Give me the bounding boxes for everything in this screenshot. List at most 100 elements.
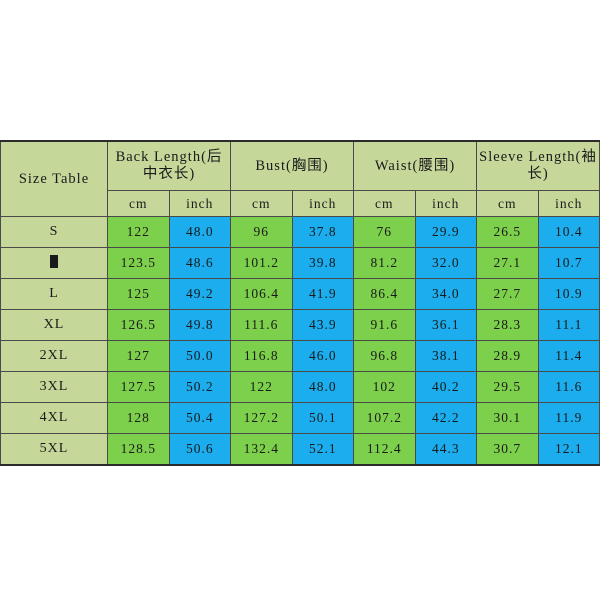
size-label-cell: 3XL bbox=[0, 371, 108, 403]
cell-back-length-cm: 126.5 bbox=[107, 309, 170, 341]
header-row-groups: Size Table Back Length(后中衣长) Bust(胸围) Wa… bbox=[0, 140, 600, 217]
unit-header-waist-cm: cm bbox=[353, 190, 416, 217]
size-label-cell: 5XL bbox=[0, 433, 108, 465]
cell-waist-inch: 32.0 bbox=[414, 247, 478, 279]
cell-sleeve-inch: 10.7 bbox=[537, 247, 600, 279]
cell-bust-inch: 50.1 bbox=[291, 402, 354, 434]
cell-bust-inch: 37.8 bbox=[291, 216, 354, 248]
cell-back-length-inch: 50.4 bbox=[168, 402, 231, 434]
cell-waist-inch: 34.0 bbox=[414, 278, 478, 310]
cell-bust-inch: 39.8 bbox=[291, 247, 354, 279]
cell-waist-cm: 112.4 bbox=[353, 433, 416, 465]
size-label-cell bbox=[0, 247, 108, 279]
cell-bust-inch: 43.9 bbox=[291, 309, 354, 341]
table-row: 2XL 127 50.0 116.8 46.0 96.8 38.1 28.9 11.4 bbox=[0, 340, 600, 372]
table-row: 4XL 128 50.4 127.2 50.1 107.2 42.2 30.1 11.9 bbox=[0, 402, 600, 434]
cell-bust-cm: 106.4 bbox=[230, 278, 293, 310]
cell-back-length-cm: 128.5 bbox=[107, 433, 170, 465]
cell-waist-inch: 40.2 bbox=[414, 371, 478, 403]
cell-waist-cm: 91.6 bbox=[353, 309, 416, 341]
cell-waist-inch: 44.3 bbox=[414, 433, 478, 465]
unit-header-sleeve-inch: inch bbox=[537, 190, 600, 217]
size-label-cell: XL bbox=[0, 309, 108, 341]
unit-header-back-length-inch: inch bbox=[168, 190, 231, 217]
cell-waist-cm: 86.4 bbox=[353, 278, 416, 310]
cell-sleeve-inch: 11.4 bbox=[537, 340, 600, 372]
column-group-back-length: Back Length(后中衣长) bbox=[107, 140, 231, 191]
cell-bust-cm: 101.2 bbox=[230, 247, 293, 279]
cell-bust-cm: 111.6 bbox=[230, 309, 293, 341]
cell-bust-inch: 46.0 bbox=[291, 340, 354, 372]
column-group-sleeve-length: Sleeve Length(袖长) bbox=[476, 140, 600, 191]
cell-back-length-cm: 123.5 bbox=[107, 247, 170, 279]
header-row-units: cm inch cm inch cm inch cm inch bbox=[1, 190, 600, 217]
cell-sleeve-cm: 28.9 bbox=[476, 340, 539, 372]
table-row: 3XL 127.5 50.2 122 48.0 102 40.2 29.5 11.6 bbox=[0, 371, 600, 403]
cell-waist-cm: 107.2 bbox=[353, 402, 416, 434]
cell-sleeve-inch: 12.1 bbox=[537, 433, 600, 465]
cell-waist-cm: 102 bbox=[353, 371, 416, 403]
cell-sleeve-inch: 10.9 bbox=[537, 278, 600, 310]
cell-back-length-inch: 50.6 bbox=[168, 433, 231, 465]
size-table-header: Size Table bbox=[0, 140, 108, 217]
cell-waist-cm: 96.8 bbox=[353, 340, 416, 372]
cell-sleeve-cm: 27.1 bbox=[476, 247, 539, 279]
table-header: Size Table Back Length(后中衣长) Bust(胸围) Wa… bbox=[0, 140, 600, 217]
unit-header-waist-inch: inch bbox=[414, 190, 478, 217]
size-label-cell: L bbox=[0, 278, 108, 310]
cell-sleeve-cm: 29.5 bbox=[476, 371, 539, 403]
table-row: 5XL 128.5 50.6 132.4 52.1 112.4 44.3 30.7 12.1 bbox=[0, 433, 600, 465]
cell-back-length-inch: 48.6 bbox=[168, 247, 231, 279]
cell-waist-inch: 29.9 bbox=[414, 216, 478, 248]
cell-back-length-cm: 128 bbox=[107, 402, 170, 434]
cell-back-length-inch: 48.0 bbox=[168, 216, 231, 248]
unit-header-back-length-cm: cm bbox=[107, 190, 170, 217]
cell-bust-cm: 132.4 bbox=[230, 433, 293, 465]
size-table: Size Table Back Length(后中衣长) Bust(胸围) Wa… bbox=[0, 140, 600, 466]
cell-waist-cm: 76 bbox=[353, 216, 416, 248]
unit-header-sleeve-cm: cm bbox=[476, 190, 539, 217]
table-row: S 122 48.0 96 37.8 76 29.9 26.5 10.4 bbox=[0, 216, 600, 248]
cell-waist-inch: 36.1 bbox=[414, 309, 478, 341]
cell-back-length-cm: 127.5 bbox=[107, 371, 170, 403]
cell-bust-cm: 116.8 bbox=[230, 340, 293, 372]
cell-sleeve-inch: 10.4 bbox=[537, 216, 600, 248]
cell-waist-cm: 81.2 bbox=[353, 247, 416, 279]
table-row: XL 126.5 49.8 111.6 43.9 91.6 36.1 28.3 11.1 bbox=[0, 309, 600, 341]
cell-sleeve-cm: 30.7 bbox=[476, 433, 539, 465]
size-label-cell: 4XL bbox=[0, 402, 108, 434]
cell-bust-inch: 41.9 bbox=[291, 278, 354, 310]
table-row: 123.5 48.6 101.2 39.8 81.2 32.0 27.1 10.7 bbox=[0, 247, 600, 279]
cell-bust-cm: 127.2 bbox=[230, 402, 293, 434]
cell-back-length-cm: 127 bbox=[107, 340, 170, 372]
cell-bust-cm: 96 bbox=[230, 216, 293, 248]
column-group-waist: Waist(腰围) bbox=[352, 140, 478, 191]
cell-back-length-inch: 49.2 bbox=[168, 278, 231, 310]
cell-back-length-inch: 50.0 bbox=[168, 340, 231, 372]
size-label-cell: 2XL bbox=[0, 340, 108, 372]
cell-sleeve-cm: 28.3 bbox=[476, 309, 539, 341]
cell-bust-cm: 122 bbox=[230, 371, 293, 403]
table-row: L 125 49.2 106.4 41.9 86.4 34.0 27.7 10.9 bbox=[0, 278, 600, 310]
cell-back-length-inch: 49.8 bbox=[168, 309, 231, 341]
cell-bust-inch: 48.0 bbox=[291, 371, 354, 403]
cell-back-length-inch: 50.2 bbox=[168, 371, 231, 403]
missing-glyph-icon bbox=[50, 254, 58, 268]
column-group-bust: Bust(胸围) bbox=[230, 140, 354, 191]
cell-back-length-cm: 122 bbox=[107, 216, 170, 248]
size-label-cell: S bbox=[0, 216, 108, 248]
cell-waist-inch: 38.1 bbox=[414, 340, 478, 372]
cell-sleeve-inch: 11.6 bbox=[537, 371, 600, 403]
cell-waist-inch: 42.2 bbox=[414, 402, 478, 434]
cell-sleeve-cm: 26.5 bbox=[476, 216, 539, 248]
unit-header-bust-inch: inch bbox=[291, 190, 354, 217]
cell-sleeve-cm: 30.1 bbox=[476, 402, 539, 434]
cell-sleeve-inch: 11.1 bbox=[537, 309, 600, 341]
cell-sleeve-cm: 27.7 bbox=[476, 278, 539, 310]
unit-header-bust-cm: cm bbox=[230, 190, 293, 217]
cell-sleeve-inch: 11.9 bbox=[537, 402, 600, 434]
size-chart: Size Table Back Length(后中衣长) Bust(胸围) Wa… bbox=[0, 140, 600, 466]
table-body: S 122 48.0 96 37.8 76 29.9 26.5 10.4 123.5 48.6 101… bbox=[0, 216, 600, 465]
cell-bust-inch: 52.1 bbox=[291, 433, 354, 465]
cell-back-length-cm: 125 bbox=[107, 278, 170, 310]
